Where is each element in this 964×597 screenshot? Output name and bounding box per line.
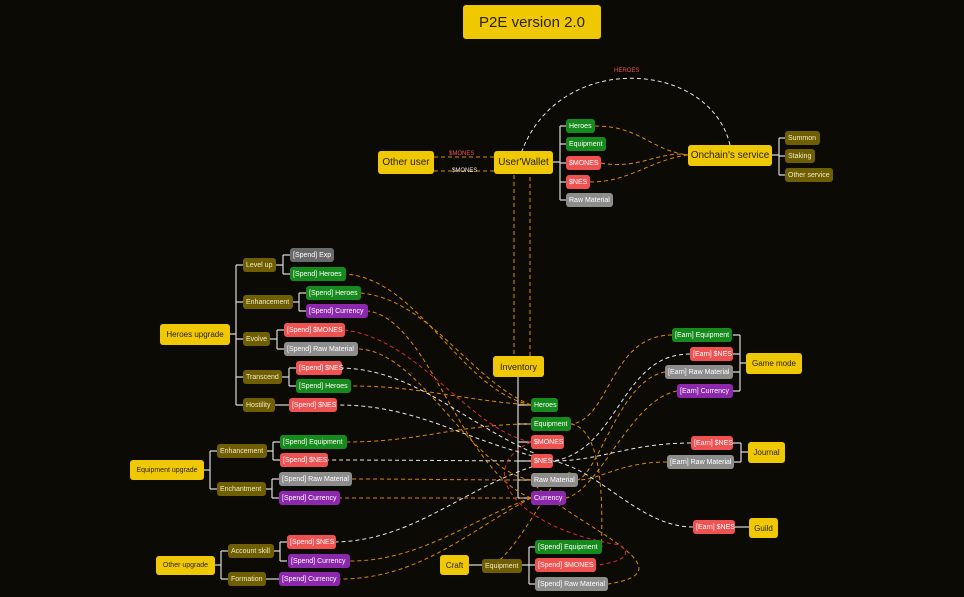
red-flows [344,329,626,566]
orange-flows [339,125,689,585]
node-other-user[interactable]: Other user [378,151,434,174]
enchantment-spend-currency[interactable]: [Spend] Currency [279,491,340,505]
node-game-mode[interactable]: Game mode [746,353,802,374]
craft-spend-mones[interactable]: [Spend] $MONES [535,558,596,572]
node-onchain-service[interactable]: Onchain's service [688,145,772,166]
inventory-heroes[interactable]: Heroes [531,398,558,412]
craft-spend-raw-material[interactable]: [Spend] Raw Material [535,577,608,591]
heroes-level-up[interactable]: Level up [243,258,276,272]
node-guild[interactable]: Guild [749,518,778,538]
transcend-spend-nes[interactable]: [Spend] $NES [296,361,343,375]
gamemode-earn-nes[interactable]: [Earn] $NES [690,347,733,361]
craft-spend-equipment[interactable]: [Spend] Equipment [535,540,602,554]
wallet-raw-material[interactable]: Raw Material [566,193,613,207]
other-account-skill[interactable]: Account skill [228,544,274,558]
white-flows [327,77,731,543]
heroes-evolve[interactable]: Evolve [243,332,270,346]
eq-enhancement-spend-nes[interactable]: [Spend] $NES [280,453,328,467]
page-title: P2E version 2.0 [463,5,601,39]
node-user-wallet[interactable]: User'Wallet [494,151,553,174]
inventory-equipment[interactable]: Equipment [531,417,571,431]
edge-label-mones-send: $MONES [449,151,475,157]
account-skill-spend-nes[interactable]: [Spend] $NES [287,535,336,549]
account-skill-spend-currency[interactable]: [Spend] Currency [288,554,350,568]
node-inventory[interactable]: Inventory [493,356,544,377]
guild-earn-nes[interactable]: [Earn] $NES [693,520,735,534]
formation-spend-currency[interactable]: [Spend] Currency [279,572,340,586]
gamemode-earn-currency[interactable]: [Earn] Currency [677,384,733,398]
inventory-mones[interactable]: $MONES [531,435,564,449]
node-other-upgrade[interactable]: Other upgrade [156,556,215,575]
levelup-spend-exp[interactable]: [Spend] Exp [290,248,334,262]
edge-label-heroes: HEROES [614,68,640,74]
heroes-enhancement[interactable]: Enhancement [243,295,293,309]
onchain-summon[interactable]: Summon [785,131,820,145]
inventory-currency[interactable]: Currency [531,491,566,505]
node-heroes-upgrade[interactable]: Heroes upgrade [160,324,230,345]
tree-lines [204,125,785,585]
gamemode-earn-equipment[interactable]: [Earn] Equipment [672,328,732,342]
node-craft[interactable]: Craft [440,555,469,575]
equipment-enhancement[interactable]: Enhancement [217,444,267,458]
wallet-nes[interactable]: $NES [566,175,590,189]
enhancement-spend-heroes[interactable]: [Spend] Heroes [306,286,361,300]
inventory-raw-material[interactable]: Raw Material [531,473,578,487]
equipment-enchantment[interactable]: Enchantment [217,482,266,496]
journal-earn-raw-material[interactable]: [Earn] Raw Material [667,455,734,469]
inventory-nes[interactable]: $NES [531,454,553,468]
hostility-spend-nes[interactable]: [Spend] $NES [289,398,337,412]
heroes-hostility[interactable]: Hostility [243,398,275,412]
enchantment-spend-raw-material[interactable]: [Spend] Raw Material [279,472,352,486]
edge-label-mones-receive: $MONES [452,168,478,174]
wallet-equipment[interactable]: Equipment [566,137,606,151]
craft-equipment[interactable]: Equipment [482,559,522,573]
gamemode-earn-raw-material[interactable]: [Earn] Raw Material [665,365,733,379]
node-equipment-upgrade[interactable]: Equipment upgrade [130,460,204,480]
evolve-spend-mones[interactable]: [Spend] $MONES [284,323,345,337]
other-formation[interactable]: Formation [228,572,266,586]
node-journal[interactable]: Journal [748,442,785,463]
wallet-heroes[interactable]: Heroes [566,119,595,133]
wallet-mones[interactable]: $MONES [566,156,601,170]
onchain-other-service[interactable]: Other service [785,168,833,182]
evolve-spend-raw-material[interactable]: [Spend] Raw Material [284,342,358,356]
journal-earn-nes[interactable]: [Earn] $NES [691,436,733,450]
levelup-spend-heroes[interactable]: [Spend] Heroes [290,267,346,281]
eq-enhancement-spend-equipment[interactable]: [Spend] Equipment [280,435,347,449]
transcend-spend-heroes[interactable]: [Spend] Heroes [296,379,351,393]
enhancement-spend-currency[interactable]: [Spend] Currency [306,304,368,318]
heroes-transcend[interactable]: Transcend [243,370,282,384]
onchain-staking[interactable]: Staking [785,149,815,163]
